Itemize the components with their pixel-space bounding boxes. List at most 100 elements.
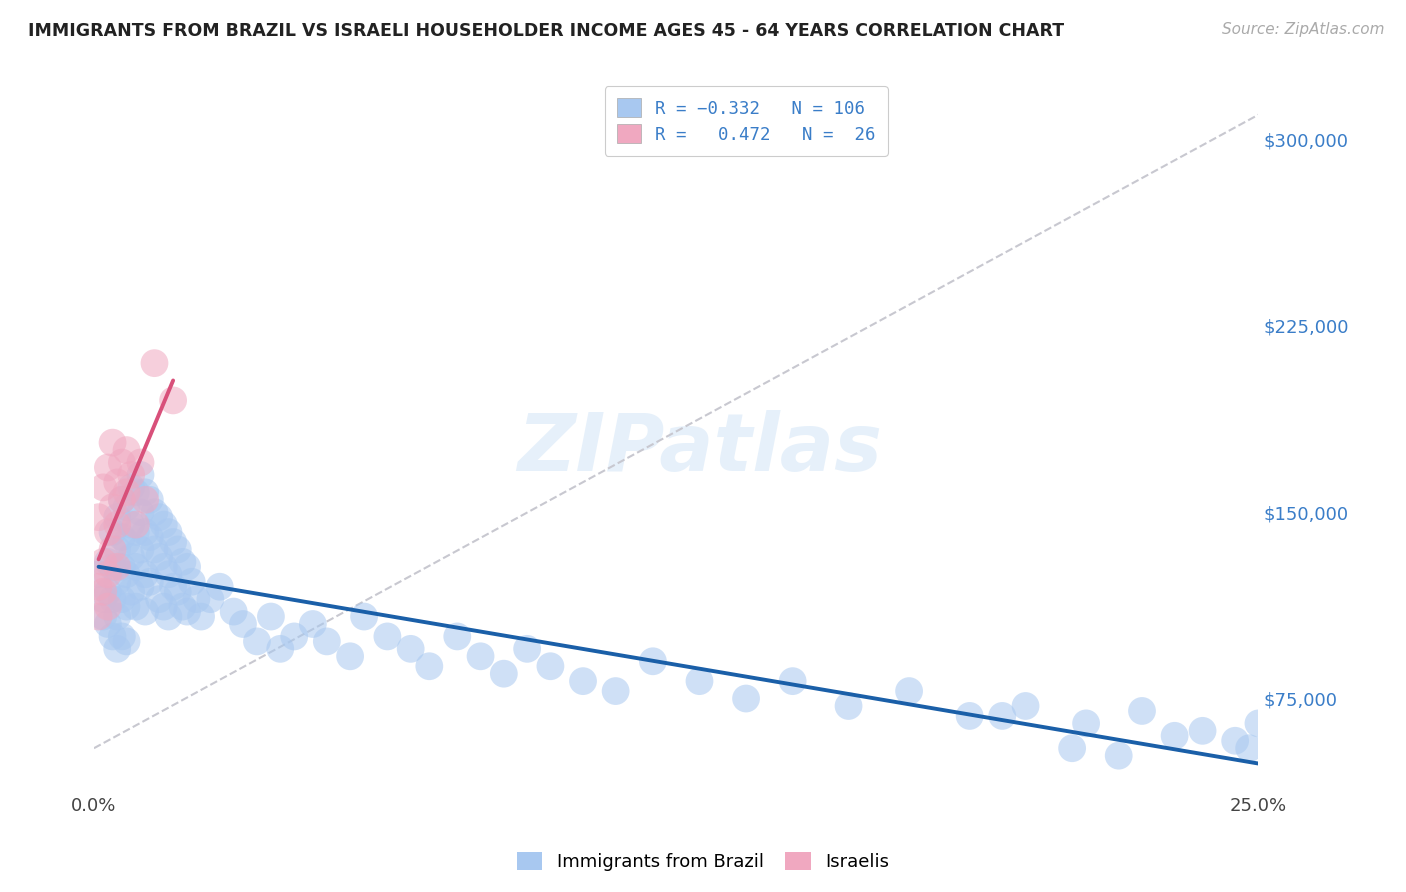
Point [838,698,860,713]
Point [101,525,124,540]
Point [134,525,156,540]
Point [97,599,120,614]
Point [115,500,138,515]
Point [1014,698,1036,713]
Point [186,592,208,607]
Point [260,609,283,624]
Point [125,559,148,574]
Text: ZIPatlas: ZIPatlas [517,409,882,488]
Point [1237,741,1260,756]
Point [91,555,114,569]
Point [120,584,142,599]
Point [111,559,134,574]
Point [153,599,176,614]
Point [538,659,561,673]
Point [115,634,138,648]
Point [782,674,804,689]
Point [134,567,156,582]
Point [134,485,156,500]
Point [269,641,291,656]
Point [176,605,198,619]
Point [143,542,166,557]
Point [446,629,468,643]
Point [176,559,198,574]
Point [91,592,114,607]
Point [105,542,128,557]
Point [1074,716,1097,731]
Point [172,555,194,569]
Point [134,492,156,507]
Point [120,549,142,564]
Point [101,435,124,450]
Point [605,684,627,698]
Point [105,559,128,574]
Point [91,584,114,599]
Point [516,641,538,656]
Point [139,574,162,589]
Point [162,393,184,408]
Point [1062,741,1084,756]
Point [111,629,134,643]
Point [353,609,375,624]
Point [1130,704,1153,718]
Point [470,649,492,664]
Point [87,580,110,594]
Point [111,492,134,507]
Point [97,460,120,475]
Point [115,599,138,614]
Point [246,634,269,648]
Point [148,592,170,607]
Point [105,475,128,490]
Point [125,525,148,540]
Point [283,629,305,643]
Point [125,517,148,532]
Point [105,574,128,589]
Point [129,467,152,482]
Point [129,542,152,557]
Point [125,485,148,500]
Point [492,666,515,681]
Point [959,709,981,723]
Point [157,567,180,582]
Point [125,599,148,614]
Point [120,467,142,482]
Point [1191,723,1213,738]
Point [97,555,120,569]
Point [105,641,128,656]
Point [87,510,110,524]
Point [115,567,138,582]
Point [91,609,114,624]
Point [157,609,180,624]
Point [200,592,222,607]
Text: Source: ZipAtlas.com: Source: ZipAtlas.com [1222,22,1385,37]
Point [111,592,134,607]
Point [172,599,194,614]
Point [101,500,124,515]
Point [153,559,176,574]
Point [377,629,399,643]
Point [418,659,440,673]
Point [1163,729,1185,743]
Point [148,549,170,564]
Point [190,609,212,624]
Point [166,542,188,557]
Text: IMMIGRANTS FROM BRAZIL VS ISRAELI HOUSEHOLDER INCOME AGES 45 - 64 YEARS CORRELAT: IMMIGRANTS FROM BRAZIL VS ISRAELI HOUSEH… [28,22,1064,40]
Point [129,580,152,594]
Point [208,580,231,594]
Point [115,535,138,549]
Point [315,634,337,648]
Point [97,525,120,540]
Point [898,684,921,698]
Point [1108,748,1130,763]
Point [111,530,134,544]
Point [129,505,152,519]
Point [143,356,166,370]
Point [153,517,176,532]
Point [157,525,180,540]
Point [143,505,166,519]
Point [688,674,710,689]
Point [105,609,128,624]
Point [91,480,114,494]
Point [101,559,124,574]
Point [139,530,162,544]
